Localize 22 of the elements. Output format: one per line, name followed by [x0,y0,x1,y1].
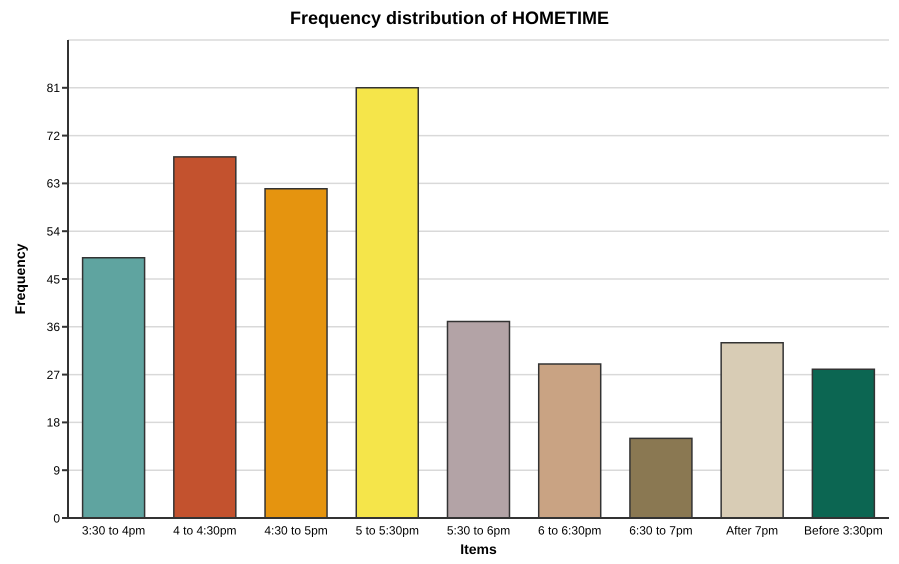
y-tick-label: 45 [46,272,60,286]
y-tick-label: 72 [46,128,60,143]
y-tick-label: 63 [46,176,60,191]
y-tick-label: 27 [46,368,60,382]
x-tick-label: 5:30 to 6pm [446,524,510,538]
y-tick-label: 18 [46,416,60,430]
x-tick-label: 6:30 to 7pm [629,524,693,538]
x-tick-label: 3:30 to 4pm [82,524,146,538]
chart-title: Frequency distribution of HOMETIME [289,8,610,30]
x-axis-title: Items [460,541,497,557]
x-tick-label: 4:30 to 5pm [264,524,328,538]
x-tick-label: 5 to 5:30pm [356,524,419,538]
y-tick-label: 54 [46,224,60,238]
y-tick-label: 9 [53,463,60,478]
x-tick-label: 6 to 6:30pm [538,524,602,538]
x-tick-label: After 7pm [726,524,778,538]
x-tick-label: 4 to 4:30pm [173,524,237,538]
y-tick-label: 0 [53,511,60,526]
y-axis-title: Frequency [12,243,28,314]
x-tick-label: Before 3:30pm [804,524,883,538]
y-tick-label: 81 [46,81,60,96]
y-tick-label: 36 [46,320,60,334]
